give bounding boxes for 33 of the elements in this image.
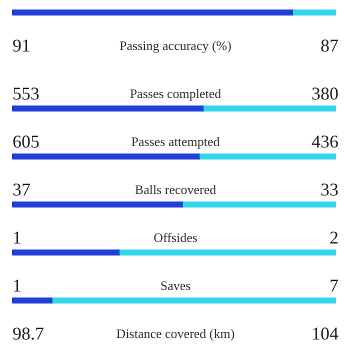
annotation: 1 xyxy=(12,276,22,296)
bar xyxy=(12,202,184,208)
annotation: 37 xyxy=(12,180,30,200)
bar xyxy=(12,250,121,256)
bar xyxy=(12,154,201,160)
annotation: 380 xyxy=(312,84,338,104)
annotation: 33 xyxy=(320,180,338,200)
bar xyxy=(200,154,336,160)
annotation: 553 xyxy=(12,84,40,104)
y-tick-label: Passes completed xyxy=(130,86,222,101)
y-tick-label: Passes attempted xyxy=(131,134,220,149)
y-tick-label: Saves xyxy=(160,278,191,293)
annotation: 104 xyxy=(312,324,338,344)
annotation: 7 xyxy=(330,276,338,296)
annotation: 91 xyxy=(12,36,30,56)
bar xyxy=(12,298,54,304)
annotation: 2 xyxy=(330,228,338,248)
bar xyxy=(12,106,205,112)
y-tick-label: Passing accuracy (%) xyxy=(120,38,232,53)
bar xyxy=(120,250,336,256)
bar xyxy=(204,106,336,112)
y-tick-label: Offsides xyxy=(154,230,198,245)
annotation: 436 xyxy=(312,132,338,152)
annotation: 98.7 xyxy=(12,324,44,344)
bar xyxy=(293,10,336,16)
annotation: 605 xyxy=(12,132,40,152)
annotation: 1 xyxy=(12,228,22,248)
annotation: 87 xyxy=(320,36,338,56)
y-tick-label: Distance covered (km) xyxy=(116,326,235,341)
bar xyxy=(12,10,294,16)
bar xyxy=(182,202,336,208)
bar xyxy=(52,298,336,304)
y-tick-label: Balls recovered xyxy=(134,182,217,197)
